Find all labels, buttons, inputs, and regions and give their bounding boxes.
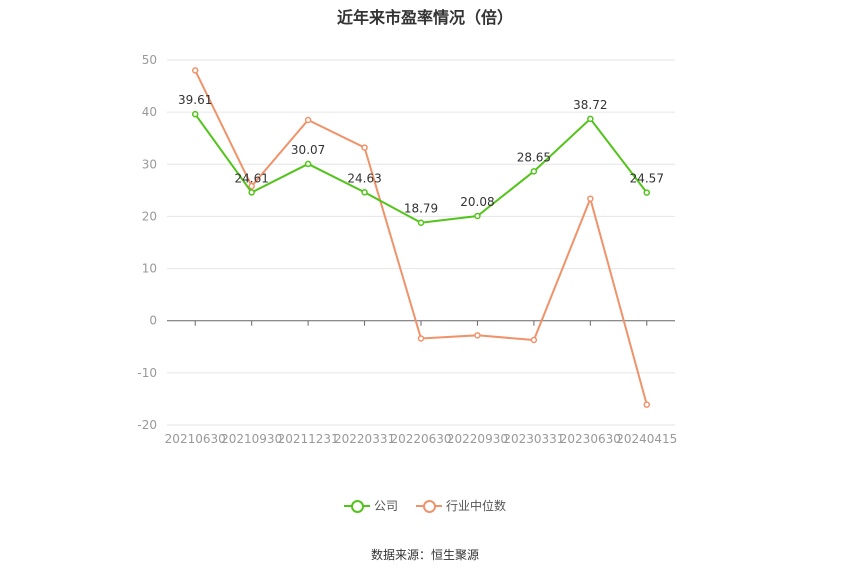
- x-tick-label: 20220630: [390, 432, 451, 446]
- data-point: [587, 195, 594, 202]
- legend-item-industry[interactable]: 行业中位数: [416, 497, 506, 514]
- data-point: [304, 116, 312, 124]
- data-point: [474, 332, 481, 339]
- data-point: [417, 219, 425, 226]
- data-point: [361, 189, 368, 196]
- x-tick-label: 20230630: [560, 432, 621, 446]
- data-label: 38.72: [573, 98, 607, 112]
- data-label: 30.07: [291, 143, 325, 157]
- y-tick-label: -20: [137, 418, 157, 432]
- data-label: 20.08: [460, 195, 494, 209]
- legend: 公司 行业中位数: [0, 497, 850, 514]
- data-point: [248, 189, 255, 196]
- data-point: [643, 401, 651, 408]
- data-point: [191, 67, 199, 74]
- y-tick-label: 10: [142, 262, 157, 276]
- legend-item-company[interactable]: 公司: [343, 497, 398, 514]
- x-tick-label: 20210630: [165, 432, 226, 446]
- data-label: 24.63: [347, 171, 381, 185]
- data-point: [474, 212, 481, 220]
- grid-layer: [167, 59, 675, 426]
- chart-title: 近年来市盈率情况（倍）: [336, 8, 513, 27]
- data-label: 28.65: [517, 150, 551, 164]
- data-point: [248, 182, 255, 190]
- series-layer: [191, 67, 651, 408]
- y-tick-label: 20: [142, 209, 157, 223]
- y-tick-label: 50: [142, 53, 157, 67]
- data-point: [304, 160, 312, 168]
- data-point: [417, 335, 425, 342]
- data-label: 24.61: [234, 171, 268, 185]
- data-point: [643, 189, 651, 196]
- axis-layer: 50 40 30 20 10 0 -10 -20 20210630202109302021123…: [137, 53, 677, 446]
- data-point: [530, 336, 538, 344]
- x-tick-label: 20210930: [221, 432, 282, 446]
- legend-label-company: 公司: [373, 499, 398, 513]
- legend-marker-industry: [416, 499, 442, 513]
- x-tick-label: 20211231: [278, 432, 339, 446]
- y-tick-label: -10: [137, 366, 157, 380]
- x-tick-label: 20220331: [334, 432, 395, 446]
- legend-marker-company: [343, 499, 370, 513]
- data-point: [587, 115, 594, 123]
- legend-label-industry: 行业中位数: [446, 499, 507, 513]
- data-label: 39.61: [178, 93, 212, 107]
- y-tick-label: 40: [142, 105, 157, 119]
- x-tick-label: 20230331: [503, 432, 564, 446]
- source-note: 数据来源：恒生聚源: [370, 548, 479, 562]
- data-point: [191, 110, 199, 118]
- y-tick-label: 30: [142, 157, 157, 171]
- label-layer: 39.61 24.61 30.07 24.63 18.79 20.08 28.65 38.72…: [178, 93, 664, 216]
- series-line-1: [194, 69, 648, 405]
- data-label: 24.57: [630, 172, 664, 186]
- x-tick-label: 20240415: [616, 432, 677, 446]
- data-point: [361, 144, 368, 151]
- y-tick-label: 0: [149, 314, 157, 328]
- data-point: [530, 168, 538, 175]
- data-label: 18.79: [404, 202, 438, 216]
- x-tick-label: 20220930: [447, 432, 508, 446]
